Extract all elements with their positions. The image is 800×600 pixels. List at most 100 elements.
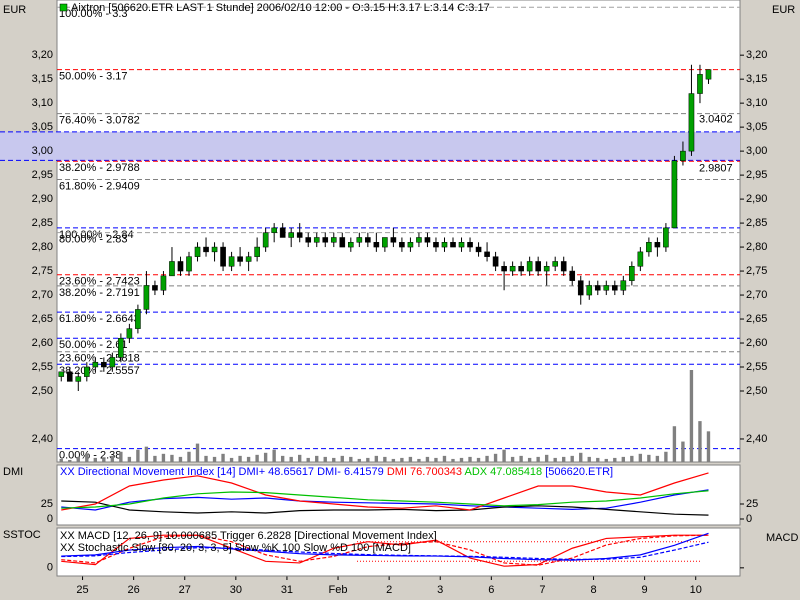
y-tick-label: 0 <box>47 562 53 574</box>
volume-bar <box>272 449 276 462</box>
legend-entry: XX Directional Movement Index [14] DMI+ … <box>60 466 384 478</box>
y-tick-label: 3,20 <box>746 49 767 61</box>
candle-body <box>450 242 456 248</box>
panel-label: SSTOC <box>3 529 41 541</box>
legend: XX Directional Movement Index [14] DMI+ … <box>60 466 613 478</box>
y-tick-label: 2,95 <box>746 169 767 181</box>
candle-body <box>467 242 473 248</box>
volume-bar <box>434 457 438 462</box>
candle-body <box>603 285 610 291</box>
legend-entry: ADX 47.085418 <box>465 466 543 478</box>
candle-body <box>705 69 712 80</box>
chart-title: Aixtron [506620.ETR LAST 1 Stunde] 2006/… <box>71 2 490 14</box>
x-tick-label: 9 <box>642 584 648 596</box>
volume-bar <box>553 457 557 462</box>
volume-bar <box>255 454 259 462</box>
volume-bar <box>212 456 217 462</box>
y-tick-label: 2,70 <box>746 289 767 301</box>
candle-body <box>118 337 124 358</box>
fib-label: 38.20% - 2.5557 <box>59 365 140 377</box>
candle-body <box>348 242 354 248</box>
y-tick-label: 2,85 <box>746 217 767 229</box>
fib-label: 80.00% - 2.83 <box>59 234 128 246</box>
volume-bar <box>493 453 498 462</box>
fib-label: 61.80% - 2.9409 <box>59 180 140 192</box>
candle-body <box>569 270 576 281</box>
candle-body <box>671 160 678 229</box>
y-tick-label: 2,70 <box>32 289 53 301</box>
y-tick-label: 3,05 <box>32 121 53 133</box>
candle-body <box>313 237 320 243</box>
volume-bar <box>195 443 200 462</box>
volume-bar <box>340 455 344 462</box>
volume-bar <box>170 454 174 462</box>
candle-body <box>339 237 346 248</box>
candle-body <box>543 266 550 272</box>
candle-body <box>228 256 235 267</box>
indicator-line <box>61 500 709 516</box>
candle-body <box>109 357 116 368</box>
candle-body <box>399 242 405 248</box>
volume-bar <box>442 455 447 462</box>
band <box>0 131 740 161</box>
volume-bar <box>681 441 685 462</box>
volume-bar <box>238 455 242 462</box>
legend-entry: DMI 76.700343 <box>387 466 462 478</box>
fib-label: 38.20% - 2.7191 <box>59 287 140 299</box>
candle-body <box>492 256 499 267</box>
volume-bar <box>459 457 464 462</box>
volume-bar <box>706 431 711 462</box>
candle-body <box>220 246 226 267</box>
candle-body <box>126 328 133 339</box>
volume-bar <box>562 456 566 462</box>
candle-body <box>654 242 661 248</box>
plot-area <box>56 0 741 463</box>
candle-body <box>646 242 652 253</box>
candle-body <box>629 266 635 281</box>
candle-body <box>262 232 269 248</box>
fib-label: 38.20% - 2.9788 <box>59 162 140 174</box>
y-tick-label: 25 <box>746 498 758 510</box>
volume-bar <box>332 457 336 462</box>
fib-label: 23.60% - 2.7423 <box>59 276 140 288</box>
y-tick-label: 3,00 <box>32 145 53 157</box>
y-tick-label: 0 <box>746 513 752 525</box>
indicator-line <box>61 541 709 561</box>
candle-body <box>441 242 448 248</box>
volume-bar <box>178 456 183 462</box>
x-tick-label: 25 <box>76 584 88 596</box>
volume-bar <box>383 456 387 462</box>
volume-bar <box>144 446 149 462</box>
panel-label: MACD <box>766 532 798 544</box>
x-tick-label: Feb <box>329 584 348 596</box>
indicator-line <box>61 534 709 567</box>
plot-area <box>56 464 741 526</box>
volume-bar <box>161 453 166 462</box>
volume-bar <box>485 455 489 462</box>
x-tick-label: 30 <box>230 584 242 596</box>
y-tick-label: 2,65 <box>32 313 53 325</box>
fib-label: 76.40% - 3.0782 <box>59 115 140 127</box>
candle-body <box>475 246 482 253</box>
candle-body <box>245 256 252 262</box>
y-tick-label: 2,90 <box>32 193 53 205</box>
volume-bar <box>664 451 668 462</box>
volume-bar <box>136 449 140 462</box>
band-label: 3.0402 <box>699 114 733 126</box>
candle-body <box>177 261 184 272</box>
candle-body <box>577 280 584 296</box>
y-tick-label: 3,05 <box>746 121 767 133</box>
candle-body <box>365 237 371 243</box>
y-tick-label: 2,40 <box>746 433 767 445</box>
volume-bar <box>689 370 694 462</box>
volume-bar <box>366 457 370 462</box>
y-tick-label: 3,10 <box>32 97 53 109</box>
volume-bar <box>315 455 319 462</box>
candle-body <box>203 246 209 253</box>
volume-bar <box>280 455 285 462</box>
candle-body <box>612 285 618 291</box>
candle-body <box>526 261 533 272</box>
volume-bar <box>451 458 455 462</box>
y-tick-label: 2,60 <box>32 337 53 349</box>
volume-bar <box>298 454 302 462</box>
